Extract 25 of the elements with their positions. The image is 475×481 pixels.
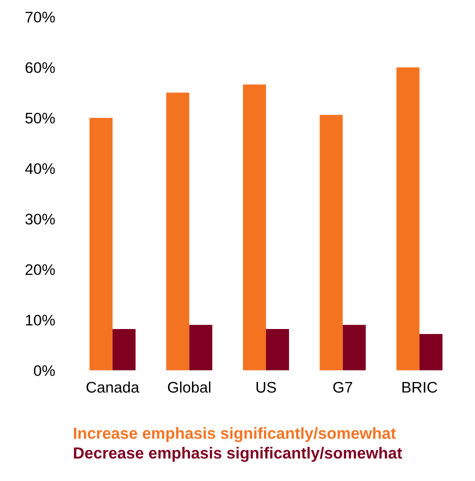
bar: [242, 84, 266, 370]
y-tick-label: 10%: [26, 314, 55, 326]
y-tick-label: 70%: [26, 12, 55, 23]
bar: [166, 92, 190, 370]
x-tick-label: G7: [333, 382, 352, 393]
y-tick-label: 0%: [34, 365, 55, 376]
y-tick-label: 20%: [26, 264, 55, 276]
y-tick-label: 40%: [25, 163, 55, 174]
bar: [90, 118, 113, 370]
bar: [396, 67, 420, 370]
text: Increase emphasis significantly/somewhat: [74, 427, 396, 442]
x-tick-label: Canada: [86, 381, 140, 393]
y-tick-label: 30%: [25, 214, 55, 225]
y-tick-label: 50%: [25, 112, 55, 124]
bar: [320, 114, 343, 370]
x-tick-label: BRIC: [402, 382, 438, 393]
bar: [266, 328, 290, 370]
bar: [112, 328, 136, 370]
bar: [189, 324, 212, 370]
y-tick-label: 60%: [26, 62, 55, 74]
bar: [342, 324, 366, 370]
x-tick-label: US: [256, 382, 276, 393]
x-tick-label: Global: [168, 381, 210, 393]
text: Decrease emphasis significantly/somewhat: [74, 446, 402, 462]
bar: [419, 334, 442, 370]
